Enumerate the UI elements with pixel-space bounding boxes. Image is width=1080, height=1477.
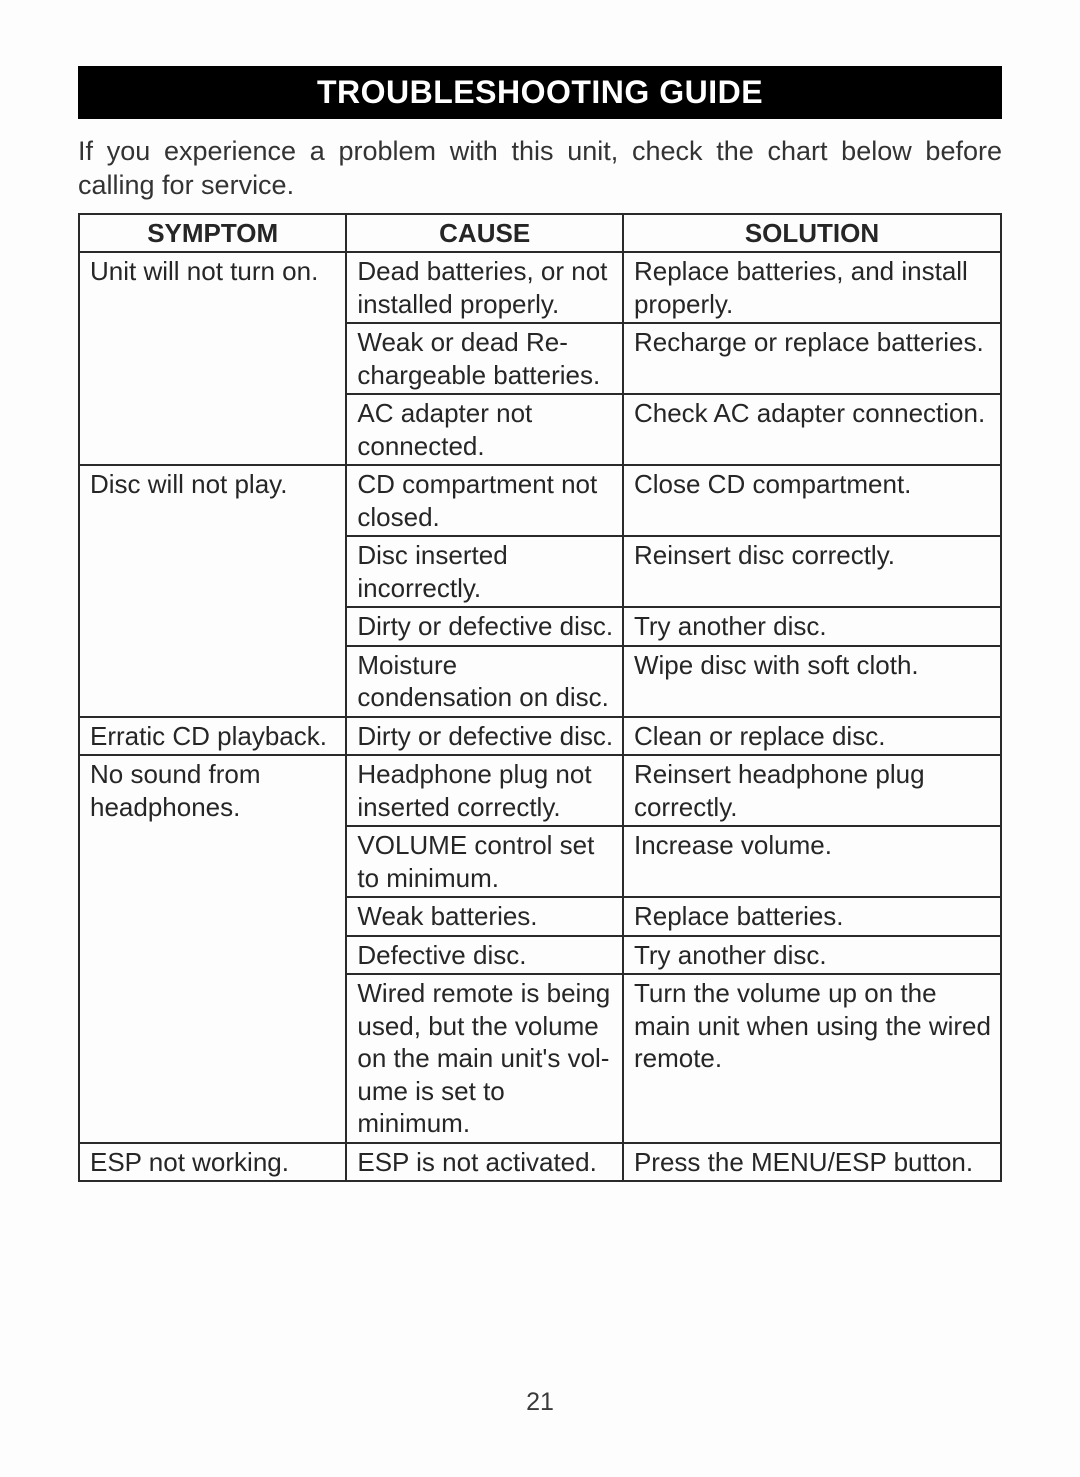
cell-solution: Turn the volume up on the main unit when… — [623, 974, 1001, 1143]
table-row: Erratic CD playback.Dirty or defective d… — [79, 717, 1001, 756]
cell-cause: Defective disc. — [346, 936, 623, 975]
cell-symptom — [79, 536, 346, 607]
cell-symptom: Erratic CD playback. — [79, 717, 346, 756]
cell-symptom: Unit will not turn on. — [79, 252, 346, 323]
cell-symptom: No sound from headphones. — [79, 755, 346, 826]
cell-symptom — [79, 607, 346, 646]
cell-solution: Increase volume. — [623, 826, 1001, 897]
cell-solution: Try another disc. — [623, 607, 1001, 646]
cell-cause: Dirty or defective disc. — [346, 717, 623, 756]
table-row: Defective disc.Try another disc. — [79, 936, 1001, 975]
cell-cause: ESP is not activated. — [346, 1143, 623, 1182]
table-row: Weak or dead Re-chargeable batteries.Rec… — [79, 323, 1001, 394]
table-row: Unit will not turn on.Dead batteries, or… — [79, 252, 1001, 323]
cell-solution: Replace batteries, and install properly. — [623, 252, 1001, 323]
cell-symptom — [79, 394, 346, 465]
troubleshooting-table: SYMPTOM CAUSE SOLUTION Unit will not tur… — [78, 213, 1002, 1183]
cell-solution: Replace batteries. — [623, 897, 1001, 936]
cell-cause: Dirty or defective disc. — [346, 607, 623, 646]
header-symptom: SYMPTOM — [79, 214, 346, 253]
table-row: No sound from headphones.Headphone plug … — [79, 755, 1001, 826]
table-header-row: SYMPTOM CAUSE SOLUTION — [79, 214, 1001, 253]
cell-symptom — [79, 936, 346, 975]
header-solution: SOLUTION — [623, 214, 1001, 253]
table-row: Wired remote is being used, but the volu… — [79, 974, 1001, 1143]
cell-solution: Press the MENU/ESP button. — [623, 1143, 1001, 1182]
cell-cause: Weak batteries. — [346, 897, 623, 936]
header-cause: CAUSE — [346, 214, 623, 253]
cell-cause: Wired remote is being used, but the volu… — [346, 974, 623, 1143]
cell-solution: Reinsert disc correctly. — [623, 536, 1001, 607]
cell-cause: Headphone plug not inserted correctly. — [346, 755, 623, 826]
cell-solution: Wipe disc with soft cloth. — [623, 646, 1001, 717]
cell-symptom — [79, 646, 346, 717]
table-row: Disc will not play.CD compartment not cl… — [79, 465, 1001, 536]
table-row: Dirty or defective disc.Try another disc… — [79, 607, 1001, 646]
cell-cause: Dead batteries, or not installed properl… — [346, 252, 623, 323]
cell-solution: Clean or replace disc. — [623, 717, 1001, 756]
cell-cause: Weak or dead Re-chargeable batteries. — [346, 323, 623, 394]
cell-cause: AC adapter not connected. — [346, 394, 623, 465]
cell-symptom — [79, 826, 346, 897]
cell-solution: Check AC adapter connection. — [623, 394, 1001, 465]
table-row: Moisture condensation on disc.Wipe disc … — [79, 646, 1001, 717]
cell-cause: VOLUME control set to minimum. — [346, 826, 623, 897]
section-title: TROUBLESHOOTING GUIDE — [78, 66, 1002, 119]
cell-symptom: Disc will not play. — [79, 465, 346, 536]
cell-symptom — [79, 974, 346, 1143]
cell-symptom — [79, 897, 346, 936]
table-row: VOLUME control set to minimum.Increase v… — [79, 826, 1001, 897]
table-row: Weak batteries.Replace batteries. — [79, 897, 1001, 936]
cell-cause: Moisture condensation on disc. — [346, 646, 623, 717]
cell-cause: Disc inserted incorrectly. — [346, 536, 623, 607]
cell-solution: Reinsert headphone plug correctly. — [623, 755, 1001, 826]
cell-solution: Close CD compartment. — [623, 465, 1001, 536]
table-row: ESP not working.ESP is not activated.Pre… — [79, 1143, 1001, 1182]
cell-symptom — [79, 323, 346, 394]
cell-solution: Recharge or replace batteries. — [623, 323, 1001, 394]
cell-cause: CD compartment not closed. — [346, 465, 623, 536]
cell-symptom: ESP not working. — [79, 1143, 346, 1182]
page-number: 21 — [0, 1388, 1080, 1417]
table-row: Disc inserted incorrectly.Reinsert disc … — [79, 536, 1001, 607]
table-row: AC adapter not connected.Check AC adapte… — [79, 394, 1001, 465]
document-page: TROUBLESHOOTING GUIDE If you experience … — [0, 0, 1080, 1477]
intro-text: If you experience a problem with this un… — [78, 135, 1002, 203]
cell-solution: Try another disc. — [623, 936, 1001, 975]
